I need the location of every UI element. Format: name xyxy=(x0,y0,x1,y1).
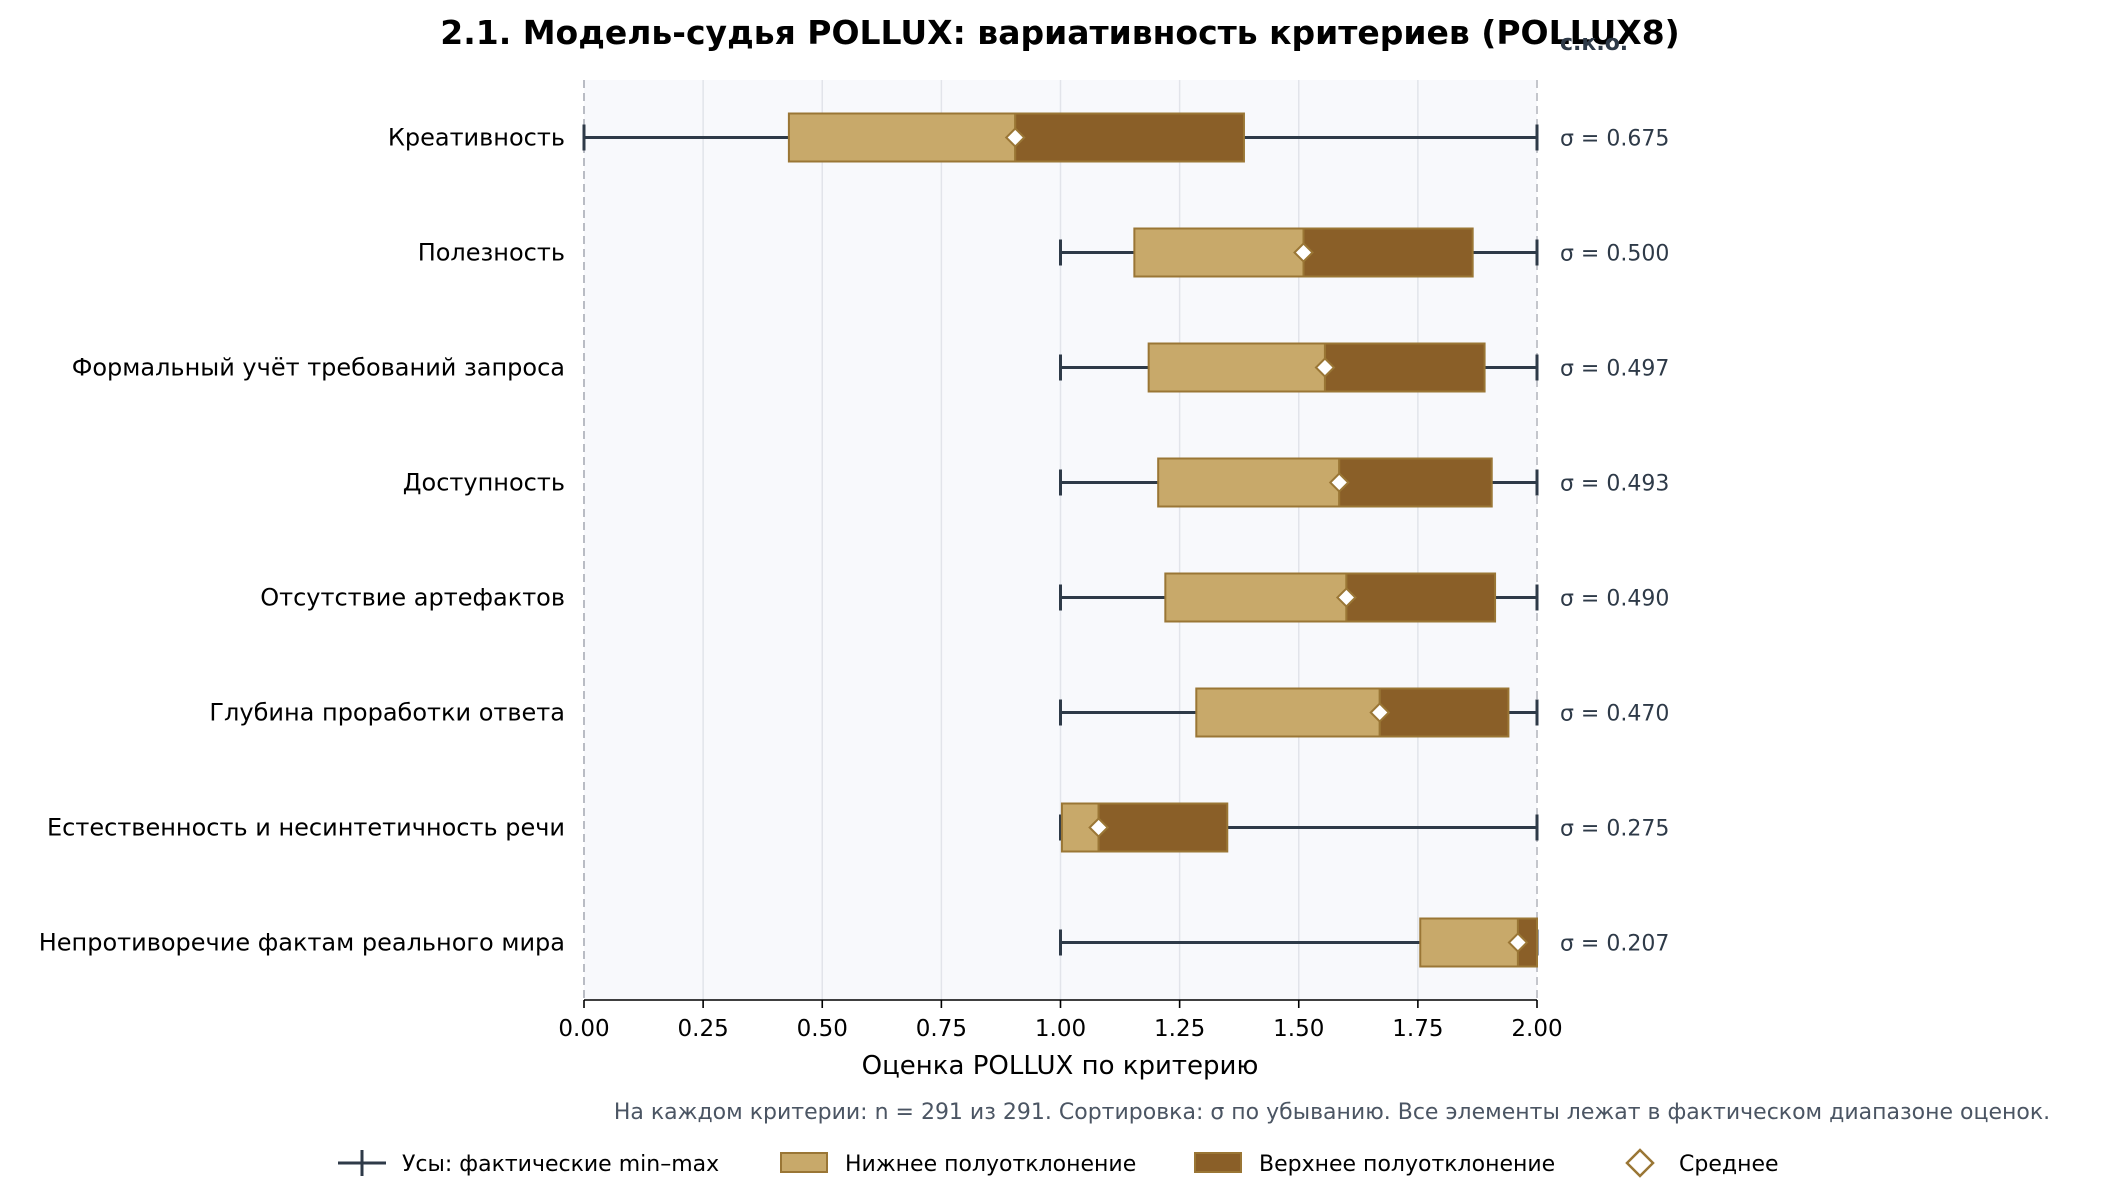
x-tick-label: 1.50 xyxy=(1273,1016,1324,1042)
category-label: Креативность xyxy=(388,124,565,152)
category-label: Формальный учёт требований запроса xyxy=(72,354,565,382)
x-tick-label: 1.25 xyxy=(1154,1016,1205,1042)
sigma-label: σ = 0.675 xyxy=(1560,127,1669,152)
sigma-label: σ = 0.275 xyxy=(1560,817,1669,842)
lower-semideviation-box xyxy=(1147,342,1326,393)
row: Непротиворечие фактам реального мира σ = … xyxy=(39,917,1669,968)
grid-lines xyxy=(702,80,1419,1000)
legend-whiskers: Усы: фактические min–max xyxy=(338,1150,719,1177)
footnote: На каждом критерии: n = 291 из 291. Сорт… xyxy=(614,1100,2050,1125)
mean-marker xyxy=(1004,127,1026,148)
upper-semideviation-box xyxy=(1323,342,1486,393)
sigma-label: σ = 0.493 xyxy=(1560,472,1669,497)
upper-semideviation-box xyxy=(1338,457,1493,508)
upper-semideviation-box xyxy=(1378,687,1510,738)
row: Креативность σ = 0.675 xyxy=(388,112,1669,163)
legend-upper-label: Верхнее полуотклонение xyxy=(1259,1152,1555,1177)
upper-semideviation-box xyxy=(1014,112,1245,163)
x-ticks: 0.00 0.25 0.50 0.75 1.00 1.25 1.50 1.75 2.00 xyxy=(558,1000,1563,1042)
x-tick-label: 1.00 xyxy=(1035,1016,1086,1042)
lower-semideviation-box xyxy=(1164,572,1348,623)
x-tick-label: 1.75 xyxy=(1392,1016,1443,1042)
mean-marker xyxy=(1369,702,1391,723)
row: Глубина проработки ответа σ = 0.470 xyxy=(209,687,1669,738)
legend-whiskers-label: Усы: фактические min–max xyxy=(402,1152,719,1177)
row: Доступность σ = 0.493 xyxy=(403,457,1669,508)
sigma-label: σ = 0.207 xyxy=(1560,932,1669,957)
category-label: Полезность xyxy=(418,239,565,267)
legend-lower-label: Нижнее полуотклонение xyxy=(845,1152,1136,1177)
x-tick-label: 0.75 xyxy=(916,1016,967,1042)
mean-marker xyxy=(1293,242,1314,263)
category-label: Непротиворечие фактам реального мира xyxy=(39,929,565,957)
lower-semideviation-box xyxy=(1133,227,1305,278)
mean-marker xyxy=(1328,472,1350,493)
mean-marker xyxy=(1314,357,1336,378)
lower-semideviation-box xyxy=(1157,457,1341,508)
mean-marker xyxy=(1507,932,1529,953)
lower-semideviation-box xyxy=(787,112,1017,163)
x-tick-label: 2.00 xyxy=(1511,1016,1562,1042)
upper-semideviation-box xyxy=(1345,572,1497,623)
lower-semideviation-box xyxy=(1195,687,1381,738)
row: Полезность σ = 0.500 xyxy=(418,227,1669,278)
legend: Усы: фактические min–max Нижнее полуоткл… xyxy=(338,1148,1779,1178)
legend-upper: Верхнее полуотклонение xyxy=(1194,1152,1555,1177)
category-label: Отсутствие артефактов xyxy=(260,584,565,612)
x-axis-label: Оценка POLLUX по критерию xyxy=(862,1051,1259,1081)
upper-semideviation-box xyxy=(1302,227,1474,278)
x-tick-label: 0.50 xyxy=(797,1016,848,1042)
box-rows: Креативность σ = 0.675 Полезность σ = 0.500… xyxy=(39,112,1669,968)
sigma-column-header: с.к.о. xyxy=(1560,31,1628,56)
x-tick-label: 0.25 xyxy=(678,1016,729,1042)
category-label: Глубина проработки ответа xyxy=(209,699,565,727)
sigma-label: σ = 0.490 xyxy=(1560,587,1669,612)
lower-semideviation-box xyxy=(1419,917,1519,968)
sigma-label: σ = 0.500 xyxy=(1560,242,1669,267)
sigma-label: σ = 0.497 xyxy=(1560,357,1669,382)
chart-title: 2.1. Модель-судья POLLUX: вариативность … xyxy=(440,13,1680,52)
row: Естественность и несинтетичность речи σ =… xyxy=(47,802,1669,853)
row: Формальный учёт требований запроса σ = 0.… xyxy=(72,342,1669,393)
mean-marker xyxy=(1088,817,1110,838)
legend-lower: Нижнее полуотклонение xyxy=(780,1152,1136,1177)
mean-marker xyxy=(1335,587,1357,608)
row: Отсутствие артефактов σ = 0.490 xyxy=(260,572,1669,623)
legend-mean-label: Среднее xyxy=(1679,1152,1779,1177)
sigma-label: σ = 0.470 xyxy=(1560,702,1669,727)
upper-semideviation-box xyxy=(1097,802,1229,853)
x-tick-label: 0.00 xyxy=(558,1016,609,1042)
category-label: Естественность и несинтетичность речи xyxy=(47,814,565,842)
legend-mean: Среднее xyxy=(1625,1148,1779,1178)
category-label: Доступность xyxy=(403,469,565,497)
